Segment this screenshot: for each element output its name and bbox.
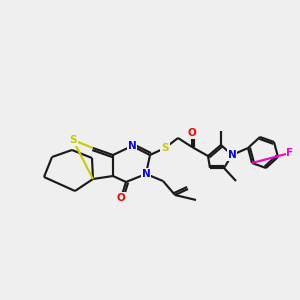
Text: N: N	[128, 141, 136, 151]
Text: F: F	[286, 148, 294, 158]
Text: O: O	[117, 193, 125, 203]
Text: S: S	[161, 143, 169, 153]
Text: O: O	[188, 128, 196, 138]
Text: N: N	[142, 169, 150, 179]
Text: N: N	[228, 150, 236, 160]
Text: S: S	[69, 135, 77, 145]
